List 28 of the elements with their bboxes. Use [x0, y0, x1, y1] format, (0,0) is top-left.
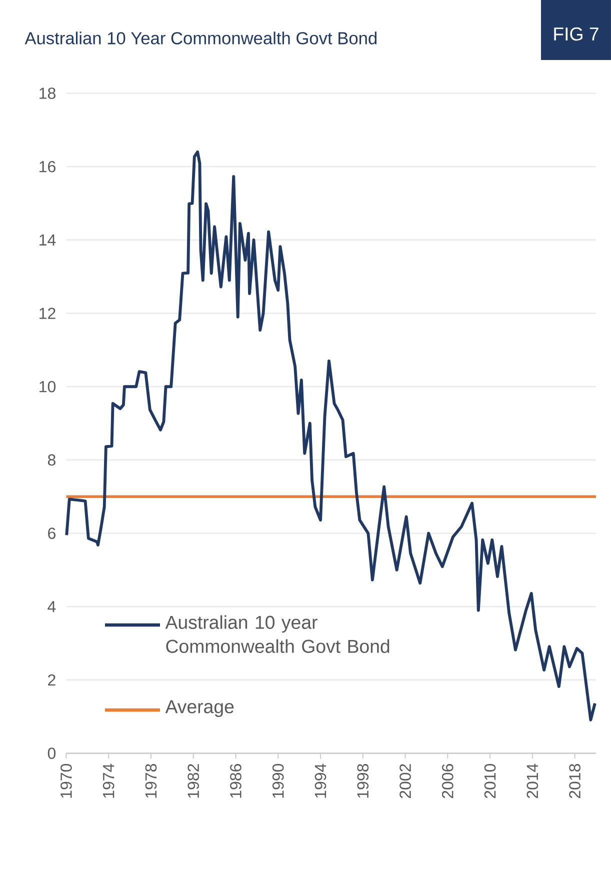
line-series: [65, 150, 596, 722]
x-tick-label: 2006: [442, 764, 454, 798]
legend-label: Average: [165, 700, 234, 717]
chart-title: Australian 10 Year Commonwealth Govt Bond: [24, 32, 376, 44]
y-tick-label: 2: [48, 674, 56, 686]
x-tick-label: 2002: [400, 764, 411, 798]
y-tick-label: 0: [48, 748, 56, 759]
y-tick-label: 12: [40, 308, 56, 319]
y-tick-label: 6: [48, 528, 56, 539]
x-tick-label: 1982: [188, 764, 200, 798]
x-tick-label: 1998: [357, 764, 369, 798]
x-tick-label: 1978: [145, 764, 157, 798]
x-tick-label: 2010: [484, 764, 496, 798]
y-tick-label: 18: [40, 88, 56, 99]
x-tick-label: 1990: [272, 764, 284, 798]
y-tick-label: 8: [48, 454, 56, 466]
legend-label: Australian 10 year Commonwealth Govt Bond: [165, 615, 390, 653]
x-tick-label: 2014: [526, 764, 538, 798]
y-tick-label: 10: [40, 380, 56, 392]
x-tick-label: 1986: [230, 764, 242, 798]
x-tick-label: 1970: [60, 764, 72, 798]
y-tick-label: 14: [40, 234, 56, 246]
x-tick-label: 2018: [569, 764, 580, 798]
y-tick-label: 16: [40, 160, 56, 172]
caption: FIG 7: [554, 27, 598, 41]
x-tick-label: 1994: [314, 764, 326, 798]
x-tick-label: 1974: [102, 764, 114, 798]
y-tick-label: 4: [48, 601, 56, 612]
